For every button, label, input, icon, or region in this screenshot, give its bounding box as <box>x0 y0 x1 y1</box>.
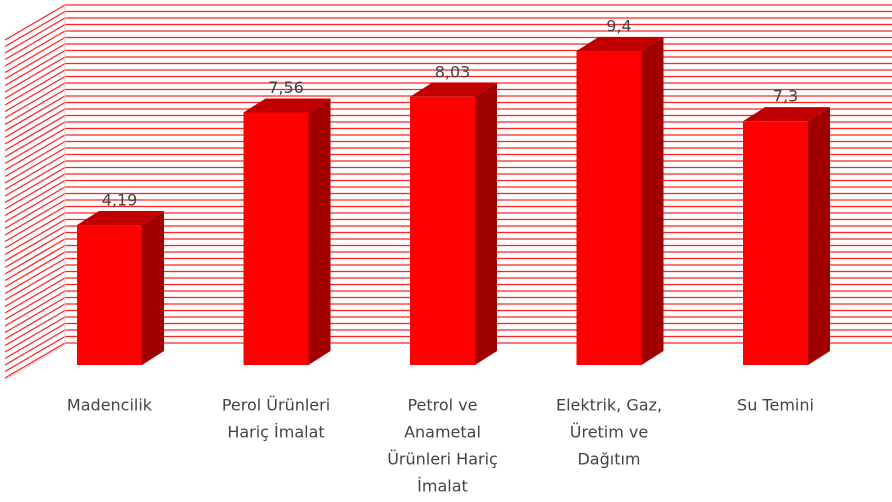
wall-stripe <box>4 264 66 301</box>
wall-stripe <box>4 95 66 132</box>
wall-stripe <box>4 56 66 93</box>
wall-stripe <box>4 270 66 308</box>
wall-stripe <box>4 23 66 61</box>
bar <box>243 112 309 365</box>
wall-stripe <box>4 147 66 184</box>
x-tick-label: Su Temini <box>737 396 814 415</box>
wall-stripe <box>4 192 66 230</box>
wall-stripe <box>4 82 66 119</box>
wall-stripe <box>4 199 66 236</box>
data-label: 7,3 <box>773 87 798 106</box>
wall-stripe <box>4 69 66 106</box>
wall-stripe <box>4 257 66 295</box>
bar-side <box>308 98 331 365</box>
wall-stripe <box>4 329 66 366</box>
data-label: 4,19 <box>102 191 138 210</box>
x-tick-label: Hariç İmalat <box>227 423 324 442</box>
wall-stripe <box>4 166 66 204</box>
x-tick-label: Ürünleri Hariç <box>387 450 498 469</box>
wall-stripe <box>4 127 66 165</box>
x-tick-label: Petrol ve <box>407 396 477 415</box>
wall-stripe <box>4 277 66 314</box>
wall-stripe <box>4 322 66 360</box>
wall-stripe <box>4 205 66 243</box>
wall-stripe <box>4 316 66 353</box>
wall-stripe <box>4 179 66 217</box>
bar-side <box>142 211 164 365</box>
x-tick-label: Madencilik <box>67 396 153 415</box>
wall-stripe <box>4 342 66 379</box>
x-tick-label: Üretim ve <box>570 423 648 442</box>
wall-stripe <box>4 4 66 41</box>
wall-stripe <box>4 36 66 74</box>
wall-stripe <box>4 140 66 178</box>
x-tick-label: İmalat <box>417 477 468 496</box>
wall-stripe <box>4 335 66 373</box>
wall-stripe <box>4 283 66 321</box>
data-label: 8,03 <box>435 62 471 81</box>
bar-top <box>243 98 331 113</box>
wall-stripe <box>4 238 66 275</box>
wall-stripe <box>4 244 66 282</box>
bar <box>410 96 475 365</box>
bar-side <box>808 107 830 366</box>
wall-stripe <box>4 160 66 197</box>
wall-stripe <box>4 75 66 113</box>
wall-stripe <box>4 153 66 191</box>
wall-stripe <box>4 296 66 334</box>
floor-edge <box>4 344 66 381</box>
x-tick-label: Perol Ürünleri <box>222 396 330 415</box>
bar-top <box>576 37 664 52</box>
data-label: 7,56 <box>268 78 304 97</box>
wall-stripe <box>4 43 66 80</box>
wall-stripe <box>4 231 66 269</box>
wall-stripe <box>4 134 66 171</box>
wall-stripe <box>4 49 66 87</box>
wall-stripe <box>4 88 66 126</box>
bar-top <box>410 82 497 97</box>
wall-stripe <box>4 101 66 139</box>
wall-stripe <box>4 114 66 152</box>
wall-stripe <box>4 173 66 210</box>
bar-top <box>743 107 830 122</box>
wall-stripe <box>4 303 66 340</box>
wall-stripe <box>4 108 66 145</box>
wall-stripe <box>4 30 66 67</box>
bar <box>743 121 808 366</box>
wall-stripe <box>4 309 66 347</box>
bar-side <box>475 82 497 365</box>
wall-stripe <box>4 212 66 249</box>
wall-stripe <box>4 290 66 327</box>
wall-stripe <box>4 62 66 100</box>
bar <box>77 225 142 365</box>
wall-stripe <box>4 10 66 48</box>
bar-side <box>641 37 664 365</box>
wall-stripe <box>4 218 66 256</box>
wall-stripe <box>4 186 66 223</box>
wall-stripe <box>4 17 66 54</box>
x-tick-label: Anametal <box>404 423 481 442</box>
wall-stripe <box>4 251 66 288</box>
bar-top <box>77 211 164 226</box>
bar <box>576 51 642 365</box>
x-tick-label: Dağıtım <box>577 450 640 469</box>
wall-stripe <box>4 225 66 262</box>
wall-stripe <box>4 121 66 158</box>
x-tick-label: Elektrik, Gaz, <box>556 396 662 415</box>
data-label: 9,4 <box>606 17 631 36</box>
